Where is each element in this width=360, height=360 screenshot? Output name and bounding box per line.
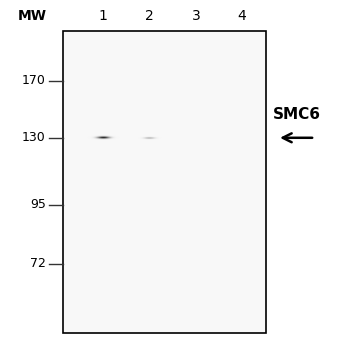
Text: 2: 2 [145,9,154,23]
Text: 1: 1 [98,9,107,23]
Text: MW: MW [18,9,47,23]
Text: 95: 95 [30,198,46,211]
Text: 170: 170 [22,74,46,87]
Bar [63,31,266,333]
Text: 3: 3 [192,9,201,23]
Text: 130: 130 [22,131,46,144]
Text: 72: 72 [30,257,46,270]
Text: SMC6: SMC6 [273,107,320,122]
Text: 4: 4 [237,9,246,23]
